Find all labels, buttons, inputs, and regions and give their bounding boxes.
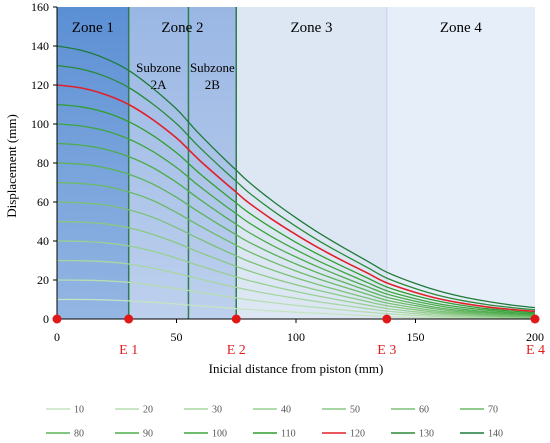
subzone-label-1-line2: 2A [151,77,168,92]
legend-label-90: 90 [143,429,153,440]
zone-1-label: Zone 1 [72,20,114,36]
y-tick-label-120: 120 [31,78,49,92]
legend-label-30: 30 [212,405,222,416]
boundary-point-e1 [124,314,134,324]
boundary-label-e1: E 1 [119,343,138,358]
boundary-label-e2: E 2 [227,343,246,358]
boundary-label-e4: E 4 [526,343,545,358]
series-line-60 [56,201,536,318]
boundary-points-layer: E 1 E 2 E 3 E 4 [52,314,545,358]
subzone-label-2-line1: Subzone [190,60,235,75]
series-line-50 [56,220,536,319]
y-axis-title: Displacement (mm) [4,114,19,218]
legend-label-70: 70 [488,405,498,416]
zone-labels-layer: Zone 1 Zone 2 Zone 3 Zone 4 Subzone 2A Subzone… [72,20,483,92]
legend: 10 20 30 40 50 60 70 80 90 100 110 120 130 140 [46,405,503,440]
zone-3-label: Zone 3 [290,20,332,36]
x-axis-title: Inicial distance from piston (mm) [209,361,384,376]
y-tick-label-80: 80 [37,156,49,170]
zone-4-label: Zone 4 [440,20,483,36]
boundary-point-e3 [382,314,392,324]
legend-label-60: 60 [419,405,429,416]
axes-layer: 0 20 40 60 80 100 120 140 160 0 50 100 150 200 [31,0,544,344]
zone-4-band [386,7,535,319]
legend-label-130: 130 [419,429,434,440]
x-tick-label-100: 100 [287,330,305,344]
series-line-30 [56,259,536,320]
legend-label-20: 20 [143,405,153,416]
y-tick-label-0: 0 [43,312,49,326]
legend-label-140: 140 [488,429,503,440]
y-tick-label-100: 100 [31,117,49,131]
series-line-20 [56,279,536,320]
x-tick-label-0: 0 [54,330,60,344]
series-line-10 [56,298,536,320]
boundary-point-e2 [231,314,241,324]
series-line-90 [56,142,536,316]
subzone-label-2-line2: 2B [205,77,221,92]
x-tick-label-150: 150 [407,330,425,344]
legend-label-110: 110 [281,429,296,440]
legend-label-100: 100 [212,429,227,440]
zone-2-label: Zone 2 [161,20,203,36]
x-tick-label-200: 200 [526,330,544,344]
legend-label-40: 40 [281,405,291,416]
x-tick-label-50: 50 [171,330,183,344]
series-line-110 [56,103,536,314]
boundary-point-e4 [530,314,540,324]
zones-layer [57,7,535,319]
series-line-130 [56,64,536,311]
series-layer [56,45,536,320]
y-tick-label-40: 40 [37,234,49,248]
legend-label-50: 50 [350,405,360,416]
origin-point [52,314,62,324]
legend-label-80: 80 [74,429,84,440]
boundary-label-e3: E 3 [377,343,396,358]
series-line-70 [56,181,536,318]
zone-fade-overlay [57,7,237,319]
series-line-80 [56,162,536,317]
y-tick-label-160: 160 [31,0,49,14]
zone-3-band [236,7,387,319]
series-line-140 [56,45,536,309]
y-tick-label-140: 140 [31,39,49,53]
y-tick-label-20: 20 [37,273,49,287]
series-line-120 [56,84,536,313]
series-line-40 [56,240,536,319]
y-tick-label-60: 60 [37,195,49,209]
legend-label-10: 10 [74,405,84,416]
series-line-100 [56,123,536,315]
subzone-label-1-line1: Subzone [136,60,181,75]
legend-label-120: 120 [350,429,365,440]
